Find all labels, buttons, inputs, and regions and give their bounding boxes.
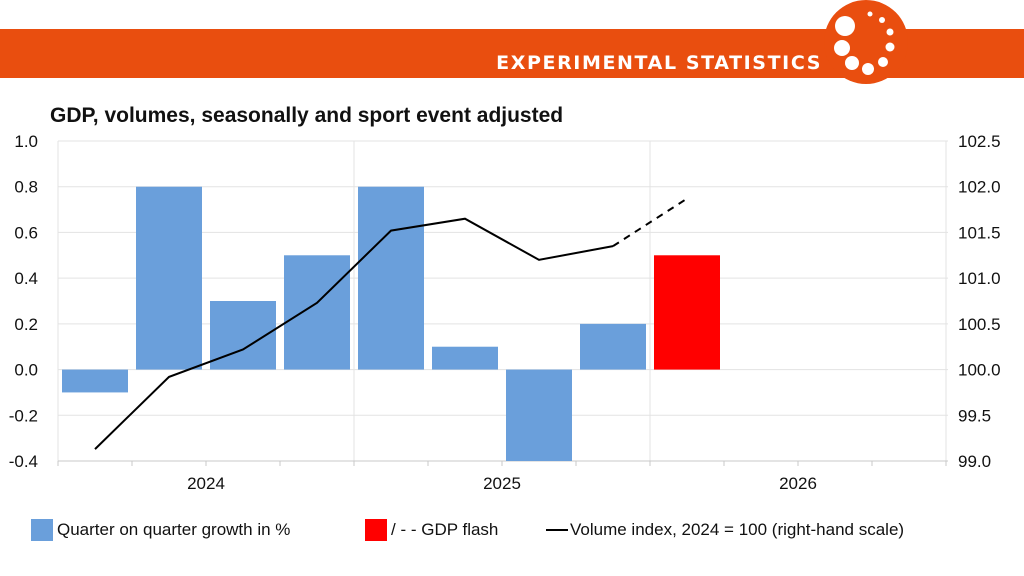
legend-label-flash: / - - GDP flash <box>391 520 499 539</box>
right-tick-label: 99.5 <box>958 406 991 425</box>
growth-bar <box>580 323 646 370</box>
left-tick-label: 0.8 <box>14 178 38 197</box>
legend-label-volume: Volume index, 2024 = 100 (right-hand sca… <box>570 520 905 539</box>
left-tick-label: 0.2 <box>14 315 38 334</box>
growth-bar <box>506 369 572 461</box>
legend-swatch-flash <box>365 519 387 541</box>
left-tick-label: 0.4 <box>14 269 38 288</box>
x-tick-label: 2025 <box>483 474 521 493</box>
legend-swatch-volume <box>546 529 568 531</box>
growth-bar <box>284 255 350 370</box>
x-tick-label: 2026 <box>779 474 817 493</box>
right-tick-label: 100.0 <box>958 361 1001 380</box>
x-tick-label: 2024 <box>187 474 225 493</box>
left-tick-label: 1.0 <box>14 132 38 151</box>
right-tick-label: 101.0 <box>958 269 1001 288</box>
growth-bar <box>358 186 424 370</box>
legend-item-volume: Volume index, 2024 = 100 (right-hand sca… <box>546 517 904 543</box>
legend-item-growth: Quarter on quarter growth in % <box>31 517 290 543</box>
flash-bar <box>654 255 720 370</box>
growth-bar <box>432 346 498 370</box>
right-tick-label: 99.0 <box>958 452 991 471</box>
left-tick-label: -0.2 <box>9 406 38 425</box>
legend: Quarter on quarter growth in % / - - GDP… <box>0 517 1024 543</box>
right-tick-label: 100.5 <box>958 315 1001 334</box>
volume-index-flash-line <box>612 197 688 247</box>
legend-swatch-growth <box>31 519 53 541</box>
right-tick-label: 101.5 <box>958 223 1001 242</box>
chart-title: GDP, volumes, seasonally and sport event… <box>50 104 564 127</box>
right-tick-label: 102.5 <box>958 132 1001 151</box>
volume-index-line <box>94 217 614 450</box>
dotted-circle-logo <box>824 0 908 84</box>
left-tick-label: 0.0 <box>14 361 38 380</box>
banner-title: EXPERIMENTAL STATISTICS <box>496 52 822 74</box>
right-tick-label: 102.0 <box>958 178 1001 197</box>
left-tick-label: 0.6 <box>14 223 38 242</box>
growth-bar <box>136 186 202 370</box>
legend-item-flash: / - - GDP flash <box>365 517 498 543</box>
left-tick-label: -0.4 <box>9 452 38 471</box>
legend-label-growth: Quarter on quarter growth in % <box>57 520 291 539</box>
growth-bar <box>62 369 128 393</box>
